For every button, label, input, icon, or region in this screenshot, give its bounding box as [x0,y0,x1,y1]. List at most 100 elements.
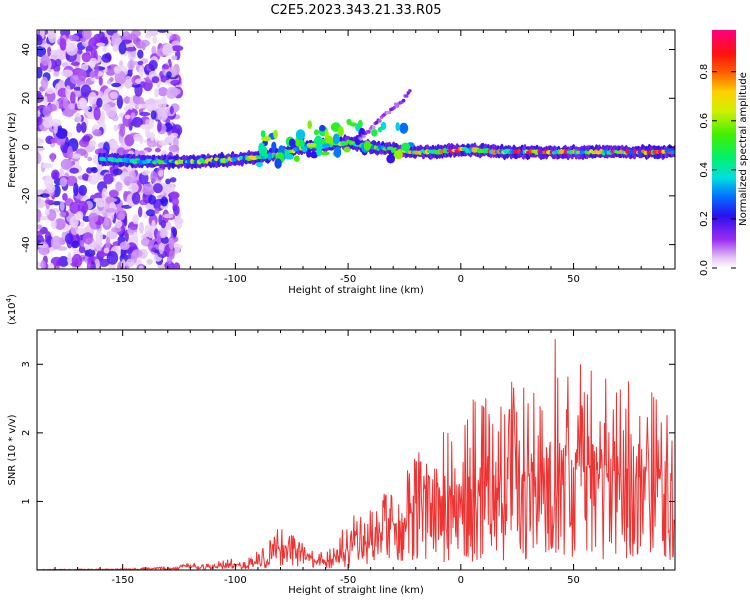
heatmap-noise-cell [75,211,84,220]
heatmap-noise-cell [112,44,119,52]
heatmap-noise-cell [118,42,127,55]
x-tick-label: -50 [340,575,356,586]
snr-frame [36,329,676,571]
heatmap-secondary-trace [378,119,382,123]
heatmap-noise-cell [64,233,74,245]
x-tick-label: 50 [567,274,580,285]
heatmap-noise-cell [109,91,118,100]
heatmap-blob [343,146,351,153]
heatmap-noise-cell [81,30,92,40]
heatmap-noise-cell [168,144,180,152]
y-tick-label: 1 [21,498,32,504]
heatmap-noise-cell [46,183,56,193]
heatmap-noise-cell [59,211,67,218]
y-tick-label: -40 [21,236,32,252]
heatmap-noise-cell [153,183,163,194]
heatmap-blob [380,121,387,131]
heatmap-noise-cell [87,156,93,162]
heatmap-noise-cell [80,240,85,248]
heatmap-noise-cell [99,36,108,43]
heatmap-noise-cell [160,97,167,104]
x-tick-label: 0 [458,575,464,586]
heatmap-noise-cell [88,140,96,147]
heatmap-blob [395,122,400,132]
heatmap-blob [271,141,277,152]
heatmap-noise-cell [76,122,82,133]
heatmap-noise-cell [37,34,43,46]
snr-scale-prefix: (x10 [7,302,18,325]
heatmap-noise-cell [37,224,43,230]
heatmap-noise-cell [170,79,181,86]
heatmap-noise-cell [74,112,82,124]
heatmap-noise-cell [42,105,52,117]
heatmap-noise-cell [141,42,146,51]
heatmap-noise-cell [67,34,80,42]
heatmap-noise-cell [69,201,80,214]
heatmap-noise-cell [59,167,64,178]
heatmap-blob [349,122,357,127]
heatmap-noise-cell [139,111,151,117]
heatmap-blob [401,142,411,152]
heatmap-noise-cell [138,65,144,78]
heatmap-blob [386,154,396,164]
heatmap-trace-core [227,156,231,161]
heatmap-noise-cell [157,30,168,33]
heatmap-noise-cell [119,123,126,137]
heatmap-noise-cell [117,211,126,221]
colorbar-tick-label: 0.0 [699,260,710,276]
heatmap-secondary-trace [392,106,396,110]
colorbar-tick-label: 0.2 [699,211,710,227]
heatmap-blob [320,151,330,156]
heatmap-noise-cell [162,184,171,193]
heatmap-noise-cell [60,158,73,170]
heatmap-noise-cell [170,226,176,234]
snr-series-line [37,339,675,570]
heatmap-noise-cell [61,62,69,68]
colorbar: 0.0 0.2 0.4 0.6 0.8 Normalized spectral ampl… [699,30,749,276]
heatmap-blob [301,146,308,153]
heatmap-noise-cell [82,173,89,181]
heatmap-noise-cell [40,260,46,269]
heatmap-noise-cell [109,139,118,149]
heatmap-noise-cell [95,230,103,244]
heatmap-noise-cell [69,167,79,174]
heatmap-noise-cell [134,96,145,105]
heatmap-noise-cell [157,120,162,132]
heatmap-blob [363,140,372,151]
heatmap-noise-cell [148,60,158,71]
heatmap-noise-cell [150,171,157,183]
snr-scale-label: (x104) [5,294,18,325]
heatmap-noise-cell [106,230,118,240]
heatmap-noise-cell [81,63,89,71]
heatmap-noise-cell [119,241,130,251]
heatmap-noise-cell [125,47,137,52]
heatmap-noise-cell [166,256,173,265]
heatmap-noise-cell [50,138,58,144]
heatmap-noise-cell [157,112,168,121]
snr-y-axis-label: SNR (10 * v/v) [7,414,18,485]
heatmap-noise-cell [70,61,80,66]
heatmap-noise-cell [157,87,168,97]
heatmap-noise-cell [137,49,144,59]
heatmap-noise-cell [116,95,123,109]
snr-scale-exponent: 4 [5,297,13,302]
heatmap-noise-cell [59,38,67,51]
heatmap-blob [322,143,331,148]
heatmap-noise-cell [59,200,65,212]
colorbar-tick-label: 0.6 [699,113,710,129]
heatmap-noise-cell [51,169,60,181]
heatmap-blob [319,124,326,132]
heatmap-blob [314,129,319,136]
heatmap-noise-cell [37,137,43,144]
heatmap-noise-cell [123,76,133,89]
heatmap-noise-cell [77,201,89,215]
heatmap-noise-cell [154,88,160,98]
heatmap-noise-cell [158,140,169,146]
heatmap-noise-cell [98,76,103,86]
heatmap-noise-cell [44,208,50,216]
heatmap-noise-cell [103,216,110,227]
heatmap-noise-cell [80,84,92,98]
heatmap-noise-cell [98,258,110,267]
heatmap-noise-cell [121,259,126,269]
heatmap-blob [273,129,278,139]
